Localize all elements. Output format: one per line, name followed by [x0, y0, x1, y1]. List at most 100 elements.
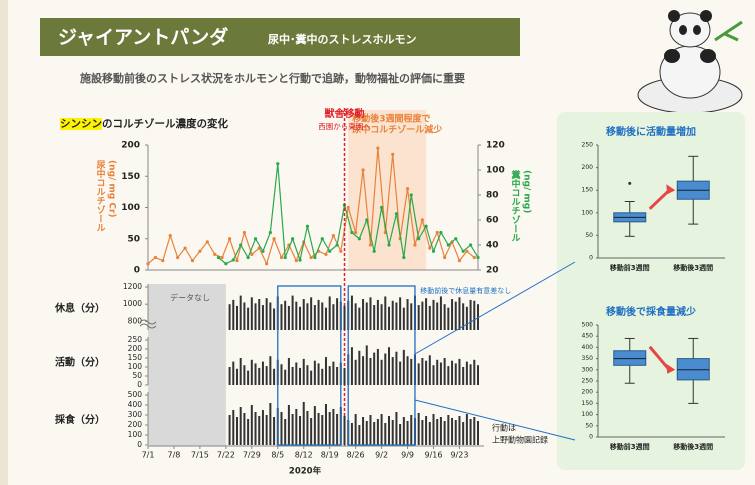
bar [355, 414, 357, 445]
series-point [350, 231, 353, 234]
bar [306, 365, 308, 385]
series-point [424, 225, 427, 228]
bar [288, 405, 290, 445]
bar [362, 356, 364, 385]
bar [399, 297, 401, 330]
bar [381, 360, 383, 385]
bar [232, 410, 234, 445]
series-point [436, 231, 439, 234]
x-tick-label: 7/29 [243, 451, 261, 460]
series-point [247, 256, 250, 259]
series-point [224, 262, 227, 265]
panel-label: 活動（分） [55, 356, 105, 369]
y-tick-label: 50 [585, 232, 593, 239]
bar [236, 369, 238, 385]
y-axis-label: (ng/ mg Cr) [107, 160, 117, 218]
bar [403, 350, 405, 385]
bar [369, 358, 371, 385]
y-tick-label: 150 [121, 172, 140, 182]
category-label: 移動後3週間 [673, 263, 713, 272]
bar [325, 308, 327, 330]
bar [462, 367, 464, 385]
bar [332, 362, 334, 385]
y-tick-label: 300 [582, 366, 594, 373]
series-point [439, 231, 442, 234]
bar [310, 297, 312, 330]
bar [314, 305, 316, 330]
series-point [232, 258, 235, 261]
series-point [391, 153, 394, 156]
bar [229, 304, 231, 330]
bar [388, 307, 390, 330]
x-tick-label: 9/9 [401, 451, 414, 460]
bar [236, 417, 238, 445]
y-tick-label: 400 [128, 400, 143, 409]
bar [240, 296, 242, 330]
bar [329, 366, 331, 385]
bar [373, 305, 375, 330]
bar [399, 424, 401, 445]
bar [251, 297, 253, 330]
bar [388, 347, 390, 385]
y-tick-label: 400 [582, 344, 594, 351]
series-point [291, 237, 294, 240]
series-point [465, 250, 468, 253]
series-point [443, 256, 446, 259]
bar [466, 414, 468, 445]
box-title: 移動後に活動量増加 [606, 125, 696, 138]
series-point [387, 243, 390, 246]
bar [269, 403, 271, 445]
bar [280, 412, 282, 445]
bar [458, 359, 460, 385]
bar [266, 298, 268, 330]
bar [344, 368, 346, 385]
series-point [313, 256, 316, 259]
bar [240, 358, 242, 385]
series-point [402, 256, 405, 259]
bar [410, 359, 412, 385]
bar [377, 349, 379, 385]
bar [451, 361, 453, 385]
no-data-region [148, 284, 226, 446]
x-tick-label: 8/5 [271, 451, 284, 460]
y-tick-label: 50 [585, 422, 593, 429]
bar [466, 362, 468, 385]
bar [358, 308, 360, 330]
series-point [432, 250, 435, 253]
series-point [295, 259, 298, 262]
series-point [250, 253, 253, 256]
bar [466, 307, 468, 330]
bar [232, 362, 234, 385]
series-point [328, 250, 331, 253]
bar [280, 364, 282, 385]
bar [384, 296, 386, 330]
bar [247, 371, 249, 385]
series-point [365, 218, 368, 221]
bar [262, 362, 264, 385]
y-tick-label: 200 [128, 420, 143, 429]
bar [329, 296, 331, 330]
y-tick-label: 0 [589, 255, 593, 262]
bar [273, 369, 275, 385]
series-point [306, 225, 309, 228]
bar [369, 415, 371, 445]
bar [314, 361, 316, 385]
bar [292, 367, 294, 385]
series-point [217, 256, 220, 259]
outlier [628, 182, 631, 185]
bar [421, 358, 423, 385]
bar [358, 425, 360, 445]
bar [462, 422, 464, 445]
y-tick-label: 450 [582, 333, 594, 340]
y-tick-label: 0 [137, 440, 142, 449]
bar [329, 412, 331, 445]
series-point [410, 193, 413, 196]
y-tick-label: 300 [128, 410, 143, 419]
series-point [361, 168, 364, 171]
x-tick-label: 7/22 [217, 451, 235, 460]
panel-label: 休息（分） [54, 302, 105, 315]
y-tick-label: 100 [582, 209, 594, 216]
bar [318, 300, 320, 330]
y-axis-label: 尿中コルチゾール [95, 160, 106, 232]
series-point [169, 234, 172, 237]
